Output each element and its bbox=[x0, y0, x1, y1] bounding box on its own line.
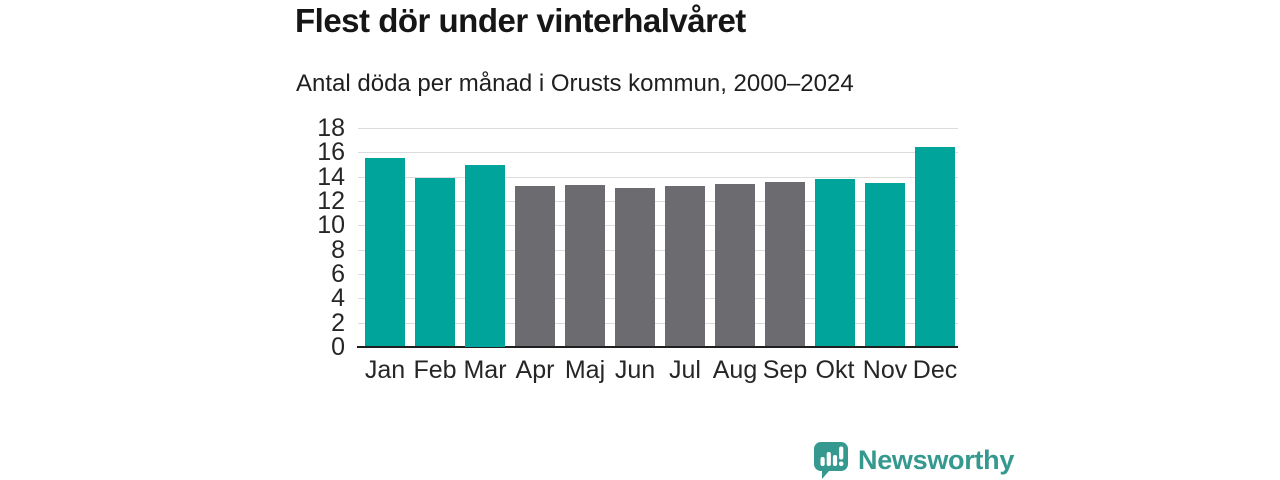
bar-aug bbox=[715, 184, 755, 346]
x-tick-label-jan: Jan bbox=[364, 356, 406, 384]
bar-jun bbox=[615, 188, 655, 346]
gridline-y-6 bbox=[358, 274, 958, 275]
x-tick-label-maj: Maj bbox=[564, 356, 606, 384]
gridline-y-8 bbox=[358, 250, 958, 251]
x-tick-label-feb: Feb bbox=[413, 356, 457, 384]
bar-feb bbox=[415, 178, 455, 346]
x-tick-label-apr: Apr bbox=[515, 356, 555, 384]
bar-jan bbox=[365, 158, 405, 346]
x-tick-label-jun: Jun bbox=[614, 356, 656, 384]
gridline-y-14 bbox=[358, 177, 958, 178]
bar-maj bbox=[565, 185, 605, 346]
gridline-y-18 bbox=[358, 128, 958, 129]
x-tick-label-mar: Mar bbox=[463, 356, 507, 384]
newsworthy-logo: Newsworthy bbox=[811, 440, 1014, 480]
x-axis-line bbox=[357, 346, 958, 348]
bar-okt bbox=[815, 179, 855, 346]
bar-nov bbox=[865, 183, 905, 346]
bar-sep bbox=[765, 182, 805, 346]
chart-title: Flest dör under vinterhalvåret bbox=[295, 2, 746, 39]
bar-dec bbox=[915, 147, 955, 346]
chart-subtitle: Antal döda per månad i Orusts kommun, 20… bbox=[296, 70, 854, 97]
newsworthy-logo-icon bbox=[811, 440, 851, 480]
newsworthy-logo-text: Newsworthy bbox=[858, 444, 1015, 475]
y-tick-label-4: 4 bbox=[331, 284, 345, 312]
gridline-y-12 bbox=[358, 201, 958, 202]
y-tick-label-2: 2 bbox=[331, 309, 345, 337]
gridline-y-10 bbox=[358, 225, 958, 226]
gridline-y-16 bbox=[358, 152, 958, 153]
y-tick-label-18: 18 bbox=[317, 114, 345, 142]
gridline-y-2 bbox=[358, 323, 958, 324]
gridline-y-4 bbox=[358, 298, 958, 299]
bar-apr bbox=[515, 186, 555, 346]
y-tick-label-12: 12 bbox=[317, 187, 345, 215]
x-tick-label-jul: Jul bbox=[669, 356, 701, 384]
x-tick-label-aug: Aug bbox=[712, 356, 758, 384]
y-tick-label-8: 8 bbox=[331, 236, 345, 264]
y-tick-label-0: 0 bbox=[331, 333, 345, 361]
bar-jul bbox=[665, 186, 705, 346]
x-tick-label-okt: Okt bbox=[815, 356, 855, 384]
x-tick-label-nov: Nov bbox=[862, 356, 908, 384]
y-tick-label-14: 14 bbox=[317, 163, 345, 191]
y-tick-label-16: 16 bbox=[317, 138, 345, 166]
y-tick-label-10: 10 bbox=[317, 211, 345, 239]
x-tick-label-dec: Dec bbox=[912, 356, 958, 384]
y-tick-label-6: 6 bbox=[331, 260, 345, 288]
bar-mar bbox=[465, 165, 505, 347]
x-tick-label-sep: Sep bbox=[762, 356, 808, 384]
